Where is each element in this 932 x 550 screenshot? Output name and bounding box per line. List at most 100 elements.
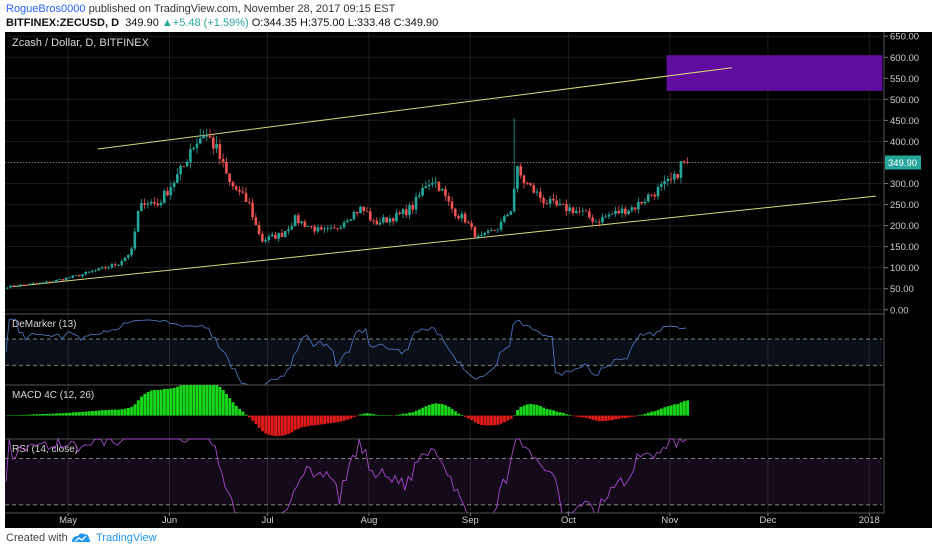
macd-bar — [679, 402, 683, 416]
macd-bar — [234, 405, 238, 416]
macd-bar — [283, 415, 287, 435]
indicator-band-fill — [5, 338, 882, 366]
tradingview-brand-link[interactable]: TradingView — [96, 532, 157, 544]
chart-area[interactable]: DeMarker (13)1.00000.5000MACD 4C (12, 26… — [0, 32, 932, 528]
candle — [676, 173, 679, 178]
candle — [424, 186, 428, 188]
macd-bar — [440, 404, 444, 416]
macd-bar — [270, 415, 274, 436]
candle — [650, 194, 653, 196]
price-tick-label: 50.00 — [890, 284, 914, 295]
chart-title: Zcash / Dollar, D, BITFINEX — [12, 37, 150, 49]
macd-bar — [32, 414, 36, 416]
price-axis-panel — [884, 32, 932, 528]
candle — [362, 206, 366, 211]
macd-bar — [666, 406, 670, 416]
candle — [349, 219, 352, 221]
candle — [506, 214, 509, 217]
candle — [71, 275, 74, 278]
candle — [414, 196, 418, 210]
macd-bar — [437, 403, 441, 416]
candle — [64, 277, 68, 281]
macd-bar — [12, 415, 16, 416]
candle — [493, 230, 496, 231]
macd-bar — [241, 411, 245, 416]
candle — [450, 201, 454, 209]
macd-bar — [77, 412, 81, 416]
candle — [189, 149, 192, 162]
candle — [45, 281, 48, 283]
candle — [303, 221, 307, 227]
macd-bar — [686, 400, 690, 416]
macd-bar — [313, 415, 317, 426]
price-tick-label: 150.00 — [890, 242, 919, 253]
candle — [627, 210, 630, 215]
macd-bar — [643, 413, 647, 416]
macd-bar — [189, 385, 193, 416]
candle — [339, 227, 343, 229]
macd-bar — [424, 406, 428, 416]
macd-bar — [202, 385, 206, 416]
macd-bar — [9, 415, 13, 416]
candle — [463, 213, 467, 223]
candle — [486, 230, 490, 233]
candle — [525, 183, 529, 184]
candle — [656, 186, 660, 197]
candle — [669, 178, 673, 180]
macd-bar — [336, 415, 340, 423]
author-link[interactable]: RogueBros0000 — [6, 3, 86, 15]
macd-bar — [185, 385, 189, 416]
candle — [12, 285, 16, 287]
candle — [404, 209, 408, 216]
macd-bar — [506, 415, 510, 421]
time-tick-label: Dec — [759, 515, 776, 526]
macd-bar — [120, 409, 124, 416]
candle — [6, 287, 9, 289]
macd-bar — [512, 415, 516, 416]
macd-bar — [81, 411, 85, 416]
candle — [588, 211, 591, 218]
candle — [113, 264, 117, 266]
candle — [368, 211, 372, 221]
candle — [391, 218, 395, 222]
macd-bar — [247, 415, 251, 418]
macd-bar — [375, 414, 379, 416]
macd-bar — [522, 405, 526, 416]
candle — [346, 220, 349, 223]
candle — [257, 224, 261, 235]
candle — [434, 181, 437, 183]
macd-bar — [61, 413, 65, 416]
candle — [666, 178, 670, 181]
candle — [140, 203, 143, 211]
candle — [169, 187, 173, 196]
time-tick-label: 2018 — [859, 515, 880, 526]
macd-bar — [581, 415, 585, 418]
candle — [440, 189, 444, 191]
candle — [149, 201, 153, 204]
candle — [162, 190, 166, 203]
macd-bar — [620, 415, 624, 419]
candle — [496, 229, 500, 231]
macd-bar — [25, 414, 29, 416]
candle — [15, 286, 19, 288]
candle — [74, 275, 78, 276]
macd-bar — [519, 406, 523, 416]
indicator-panes: DeMarker (13)1.00000.5000MACD 4C (12, 26… — [5, 313, 928, 517]
price-tick-label: 450.00 — [890, 116, 919, 127]
macd-bar — [558, 412, 562, 416]
macd-bar — [656, 409, 660, 416]
symbol-line: BITFINEX:ZECUSD, D 349.90 ▲+5.48 (+1.59%… — [6, 17, 438, 29]
macd-bar — [421, 407, 425, 416]
candle — [316, 227, 320, 232]
candle — [146, 203, 150, 205]
candle — [643, 201, 647, 204]
candle — [48, 281, 52, 283]
candle — [231, 181, 235, 187]
macd-bar — [38, 414, 42, 416]
macd-bar — [221, 390, 225, 416]
candle — [156, 203, 160, 206]
candle — [25, 284, 29, 286]
macd-bar — [35, 414, 39, 416]
published-text: published on TradingView.com, November 2… — [88, 3, 396, 15]
candle — [297, 215, 300, 224]
